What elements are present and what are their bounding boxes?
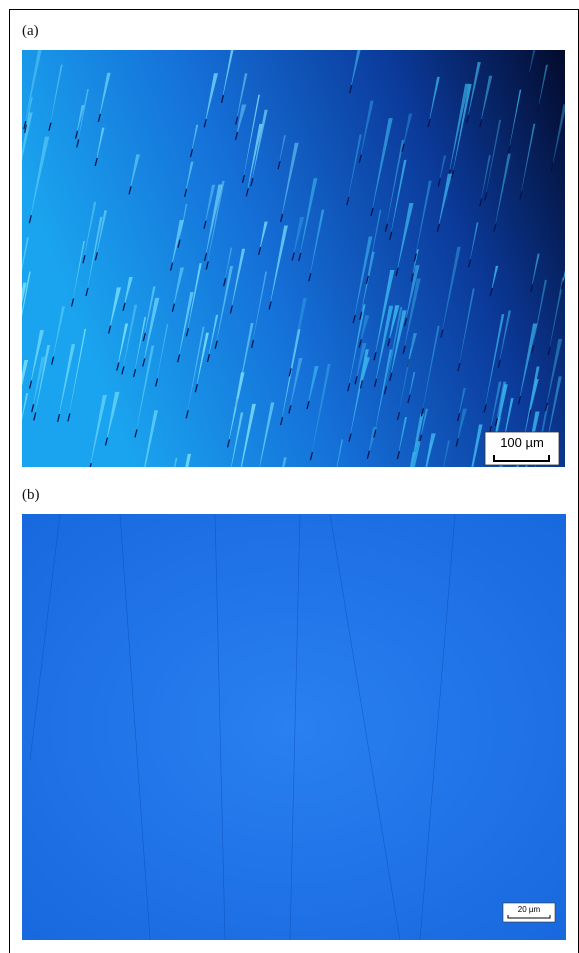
streak-tip	[138, 493, 140, 501]
streak-tip	[258, 469, 260, 477]
streak-tip	[19, 423, 21, 431]
micrograph-a	[0, 41, 578, 554]
streak-tip	[442, 468, 444, 476]
streak	[1, 427, 12, 477]
panel-label: (a)	[22, 23, 39, 39]
streak-tip	[15, 298, 17, 306]
streak-tip	[237, 481, 239, 489]
streak	[2, 43, 14, 102]
panel-label: (b)	[22, 487, 40, 503]
page: (a) 100 µm (b) 20 µm (() => { const data…	[0, 0, 579, 953]
streak-tip	[405, 501, 407, 509]
streak-tip	[12, 359, 14, 367]
streak-tip	[407, 483, 409, 491]
streak-tip	[278, 485, 280, 493]
streak-tip	[3, 337, 5, 345]
streak-tip	[170, 482, 172, 490]
scale-bar-label: 100 µm	[500, 435, 544, 450]
streak-tip	[519, 496, 521, 504]
streak-tip	[11, 424, 13, 432]
streak-tip	[423, 472, 425, 480]
streak	[0, 294, 17, 390]
scale-bar-label: 20 µm	[518, 905, 541, 914]
streak-tip	[228, 474, 230, 482]
streak-tip	[1, 469, 3, 477]
streak	[3, 299, 15, 345]
streak-tip	[545, 467, 547, 475]
streak-tip	[2, 94, 4, 102]
figure: (a) 100 µm (b) 20 µm	[0, 0, 579, 953]
streak	[9, 457, 20, 501]
micrograph-b	[22, 514, 566, 940]
streak-tip	[14, 187, 16, 195]
streak-tip	[511, 491, 513, 499]
streak-tip	[484, 490, 486, 498]
streak-tip	[332, 483, 334, 491]
streak-tip	[529, 494, 531, 502]
